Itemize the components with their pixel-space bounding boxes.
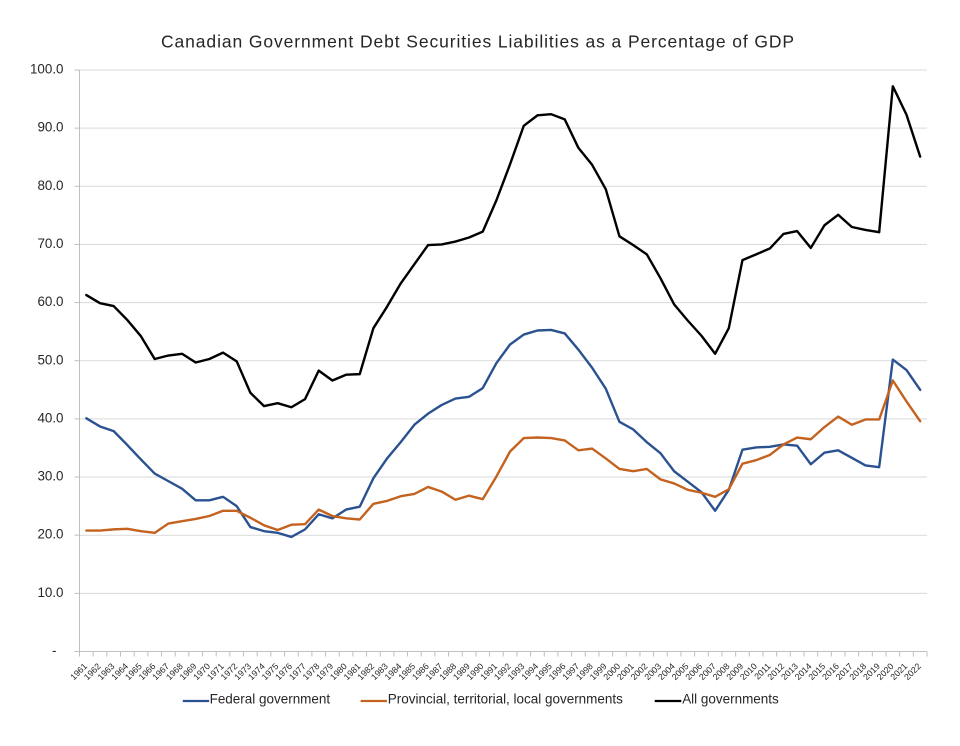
svg-text:70.0: 70.0 (37, 236, 63, 251)
svg-text:100.0: 100.0 (30, 62, 64, 77)
svg-text:-: - (52, 643, 56, 658)
svg-text:All governments: All governments (682, 691, 779, 706)
svg-text:Federal government: Federal government (210, 691, 331, 706)
svg-text:50.0: 50.0 (37, 352, 63, 367)
svg-text:40.0: 40.0 (37, 410, 63, 425)
svg-text:30.0: 30.0 (37, 469, 63, 484)
svg-text:Provincial, territorial, local: Provincial, territorial, local governmen… (388, 691, 623, 706)
svg-text:20.0: 20.0 (37, 527, 63, 542)
svg-text:60.0: 60.0 (37, 294, 63, 309)
svg-text:Canadian Government Debt Secur: Canadian Government Debt Securities Liab… (161, 32, 795, 52)
svg-text:10.0: 10.0 (37, 585, 63, 600)
svg-text:90.0: 90.0 (37, 120, 63, 135)
svg-text:80.0: 80.0 (37, 178, 63, 193)
